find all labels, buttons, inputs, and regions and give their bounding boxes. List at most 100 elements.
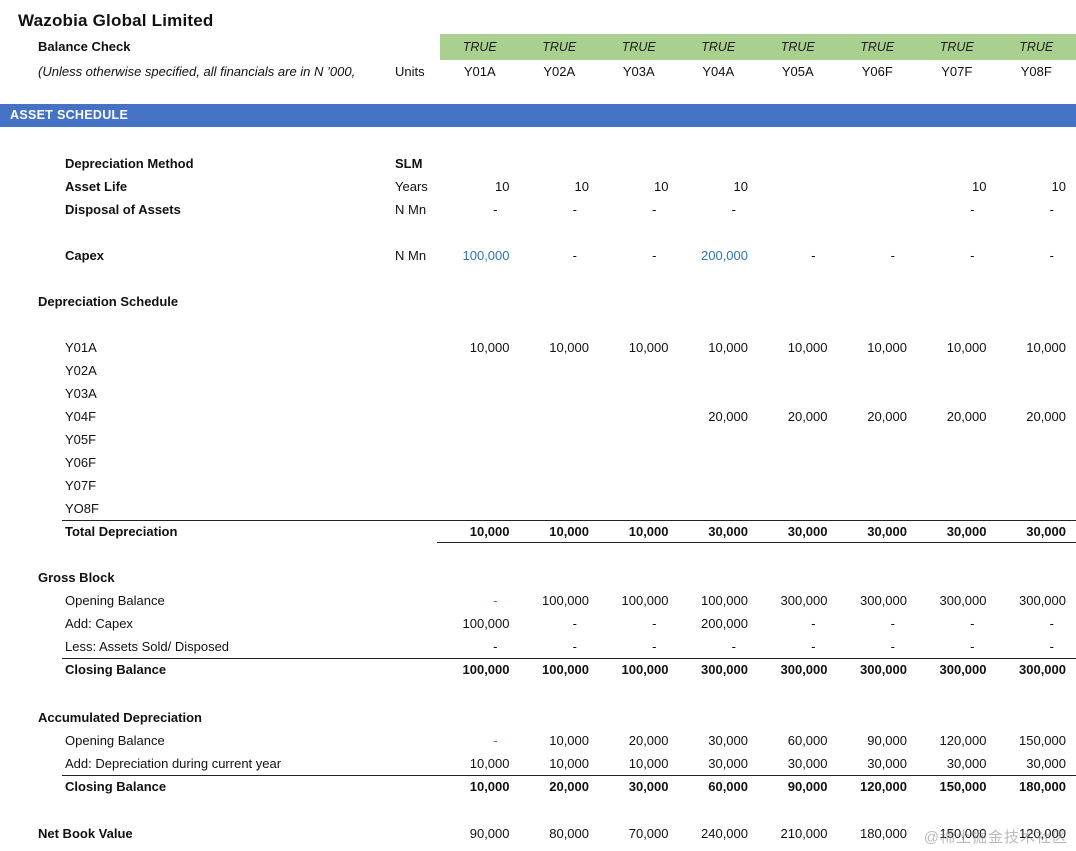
value-cell[interactable]: - xyxy=(493,202,498,217)
value-cell[interactable]: 10,000 xyxy=(549,756,589,771)
balance-check-flag-4[interactable]: TRUE xyxy=(678,34,758,60)
value-cell[interactable] xyxy=(758,497,838,520)
value-cell[interactable]: 20,000 xyxy=(946,409,987,424)
value-cell[interactable] xyxy=(997,428,1076,451)
value-cell[interactable] xyxy=(997,290,1076,313)
value-cell[interactable] xyxy=(758,566,838,589)
row-label[interactable]: Add: Depreciation during current year xyxy=(65,756,282,771)
value-cell[interactable] xyxy=(520,359,600,382)
row-label[interactable]: Add: Capex xyxy=(65,616,133,631)
value-cell[interactable] xyxy=(599,474,679,497)
value-cell[interactable] xyxy=(520,566,600,589)
unit-cell[interactable] xyxy=(395,520,440,543)
value-cell[interactable]: 10 xyxy=(495,179,510,194)
value-cell[interactable]: - xyxy=(572,248,577,263)
balance-check-unit-cell[interactable] xyxy=(395,34,440,60)
row-label[interactable]: Gross Block xyxy=(38,570,115,585)
value-cell[interactable] xyxy=(679,290,759,313)
value-cell[interactable] xyxy=(997,152,1076,175)
value-cell[interactable]: - xyxy=(1049,202,1054,217)
value-cell[interactable]: 20,000 xyxy=(628,733,669,748)
row-label[interactable]: Depreciation Schedule xyxy=(38,294,179,309)
value-cell[interactable] xyxy=(520,706,600,729)
value-cell[interactable] xyxy=(440,290,520,313)
value-cell[interactable] xyxy=(917,152,997,175)
unit-cell[interactable] xyxy=(395,290,440,313)
value-cell[interactable]: - xyxy=(731,639,736,654)
value-cell[interactable] xyxy=(679,451,759,474)
value-cell[interactable] xyxy=(758,451,838,474)
value-cell[interactable]: 240,000 xyxy=(701,826,748,841)
unit-cell[interactable] xyxy=(395,336,440,359)
unit-cell[interactable] xyxy=(395,451,440,474)
value-cell[interactable] xyxy=(838,566,918,589)
value-cell[interactable]: 10,000 xyxy=(946,340,987,355)
row-label[interactable]: Y05F xyxy=(65,432,97,447)
value-cell[interactable] xyxy=(520,290,600,313)
row-label[interactable]: YO8F xyxy=(65,501,99,516)
value-cell[interactable] xyxy=(838,428,918,451)
value-cell[interactable]: 30,000 xyxy=(708,524,748,539)
value-cell[interactable]: - xyxy=(811,248,816,263)
value-cell[interactable]: 80,000 xyxy=(549,826,589,841)
value-cell[interactable] xyxy=(917,706,997,729)
unit-cell[interactable] xyxy=(395,497,440,520)
value-cell[interactable]: 100,000 xyxy=(462,662,510,677)
section-header-asset-schedule[interactable]: ASSET SCHEDULE xyxy=(0,104,1076,127)
value-cell[interactable] xyxy=(838,175,918,198)
value-cell[interactable]: 120,000 xyxy=(939,733,987,748)
unit-cell[interactable] xyxy=(395,706,440,729)
value-cell[interactable] xyxy=(838,359,918,382)
value-cell[interactable]: 300,000 xyxy=(1019,662,1066,677)
value-cell[interactable]: 10 xyxy=(733,179,748,194)
unit-cell[interactable] xyxy=(395,752,440,775)
value-cell[interactable] xyxy=(997,359,1076,382)
row-label[interactable]: Disposal of Assets xyxy=(65,202,181,217)
value-cell[interactable] xyxy=(758,175,838,198)
value-cell[interactable]: 300,000 xyxy=(780,662,828,677)
value-cell[interactable]: 20,000 xyxy=(708,409,748,424)
value-cell[interactable] xyxy=(917,497,997,520)
row-label[interactable]: Asset Life xyxy=(65,179,128,194)
value-cell[interactable]: - xyxy=(652,639,657,654)
value-cell[interactable]: - xyxy=(572,639,577,654)
value-cell[interactable]: 60,000 xyxy=(787,733,828,748)
value-cell[interactable] xyxy=(520,382,600,405)
value-cell[interactable] xyxy=(679,497,759,520)
value-cell[interactable]: 10,000 xyxy=(469,524,510,539)
value-cell[interactable]: 210,000 xyxy=(780,826,828,841)
value-cell[interactable] xyxy=(440,405,520,428)
value-cell[interactable] xyxy=(440,566,520,589)
unit-cell[interactable] xyxy=(395,359,440,382)
value-cell[interactable]: 300,000 xyxy=(860,662,907,677)
value-cell[interactable]: - xyxy=(731,202,736,217)
value-cell[interactable]: 30,000 xyxy=(787,756,828,771)
value-cell[interactable]: - xyxy=(890,616,895,631)
row-label[interactable]: Total Depreciation xyxy=(65,524,178,539)
row-label[interactable]: Accumulated Depreciation xyxy=(38,710,202,725)
value-cell[interactable]: - xyxy=(652,616,657,631)
value-cell[interactable] xyxy=(997,706,1076,729)
value-cell[interactable] xyxy=(599,428,679,451)
row-label[interactable]: Net Book Value xyxy=(38,826,133,841)
unit-cell[interactable] xyxy=(395,729,440,752)
value-cell[interactable]: 150,000 xyxy=(1019,733,1066,748)
value-cell[interactable] xyxy=(758,474,838,497)
unit-cell[interactable] xyxy=(395,658,440,681)
unit-cell[interactable] xyxy=(395,566,440,589)
value-cell[interactable] xyxy=(758,152,838,175)
unit-cell[interactable]: N Mn xyxy=(395,248,427,263)
value-cell[interactable]: 100,000 xyxy=(701,593,748,608)
unit-cell[interactable] xyxy=(395,589,440,612)
value-cell[interactable]: 70,000 xyxy=(628,826,669,841)
value-cell[interactable]: 10,000 xyxy=(1026,340,1066,355)
row-label[interactable]: Depreciation Method xyxy=(65,156,194,171)
value-cell[interactable]: - xyxy=(652,248,657,263)
value-cell[interactable]: 100,000 xyxy=(462,248,510,263)
value-cell[interactable]: 20,000 xyxy=(787,409,828,424)
balance-check-flag-1[interactable]: TRUE xyxy=(440,34,520,60)
value-cell[interactable] xyxy=(679,706,759,729)
value-cell[interactable]: - xyxy=(890,248,895,263)
value-cell[interactable]: 20,000 xyxy=(1026,409,1066,424)
value-cell[interactable]: 200,000 xyxy=(701,616,748,631)
